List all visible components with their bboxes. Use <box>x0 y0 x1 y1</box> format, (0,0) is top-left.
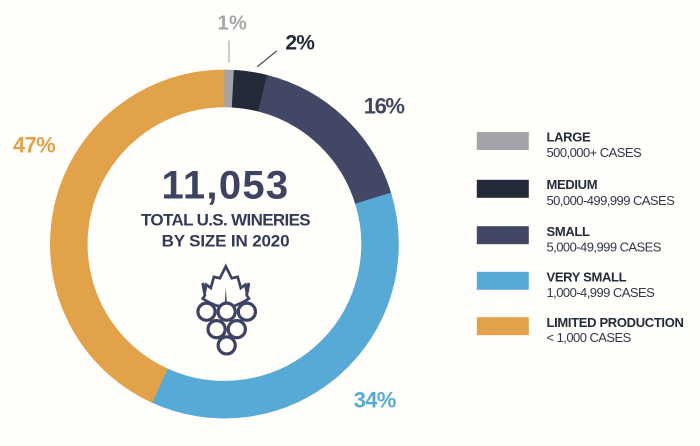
svg-text:LIMITED PRODUCTION: LIMITED PRODUCTION <box>547 315 684 330</box>
svg-text:SMALL: SMALL <box>547 224 591 239</box>
svg-text:BY SIZE IN 2020: BY SIZE IN 2020 <box>162 232 290 251</box>
svg-text:500,000+ CASES: 500,000+ CASES <box>547 145 642 160</box>
svg-text:34%: 34% <box>354 388 396 413</box>
svg-text:1,000-4,999 CASES: 1,000-4,999 CASES <box>547 285 656 300</box>
svg-text:50,000-499,999 CASES: 50,000-499,999 CASES <box>547 193 676 208</box>
svg-text:TOTAL U.S. WINERIES: TOTAL U.S. WINERIES <box>141 211 310 230</box>
svg-text:< 1,000 CASES: < 1,000 CASES <box>547 330 632 345</box>
svg-text:2%: 2% <box>285 31 315 54</box>
svg-text:LARGE: LARGE <box>547 129 592 144</box>
svg-text:11,053: 11,053 <box>162 164 290 208</box>
svg-text:MEDIUM: MEDIUM <box>547 177 598 192</box>
svg-text:5,000-49,999 CASES: 5,000-49,999 CASES <box>547 240 662 255</box>
svg-text:16%: 16% <box>364 94 405 119</box>
svg-text:1%: 1% <box>218 12 248 34</box>
svg-text:VERY SMALL: VERY SMALL <box>547 270 627 285</box>
svg-text:47%: 47% <box>13 132 55 157</box>
